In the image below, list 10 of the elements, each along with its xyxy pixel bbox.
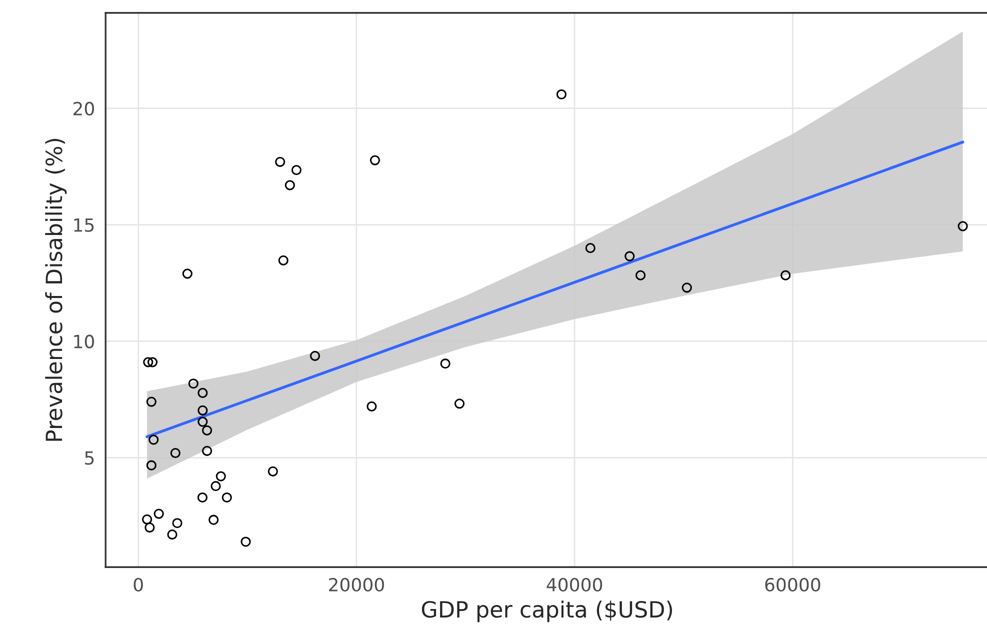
y-axis-title: Prevalence of Disability (%) — [45, 138, 67, 441]
x-tick-label: 20000 — [329, 578, 384, 592]
y-tick-label: 5 — [85, 451, 94, 465]
x-tick-label: 60000 — [765, 578, 820, 592]
x-axis-title: GDP per capita ($USD) — [422, 600, 672, 622]
y-tick-label: 20 — [74, 102, 94, 116]
x-tick-label: 0 — [134, 578, 143, 592]
y-tick-label: 10 — [74, 334, 94, 348]
y-tick-label: 15 — [74, 218, 94, 232]
x-tick-label: 40000 — [546, 578, 602, 592]
